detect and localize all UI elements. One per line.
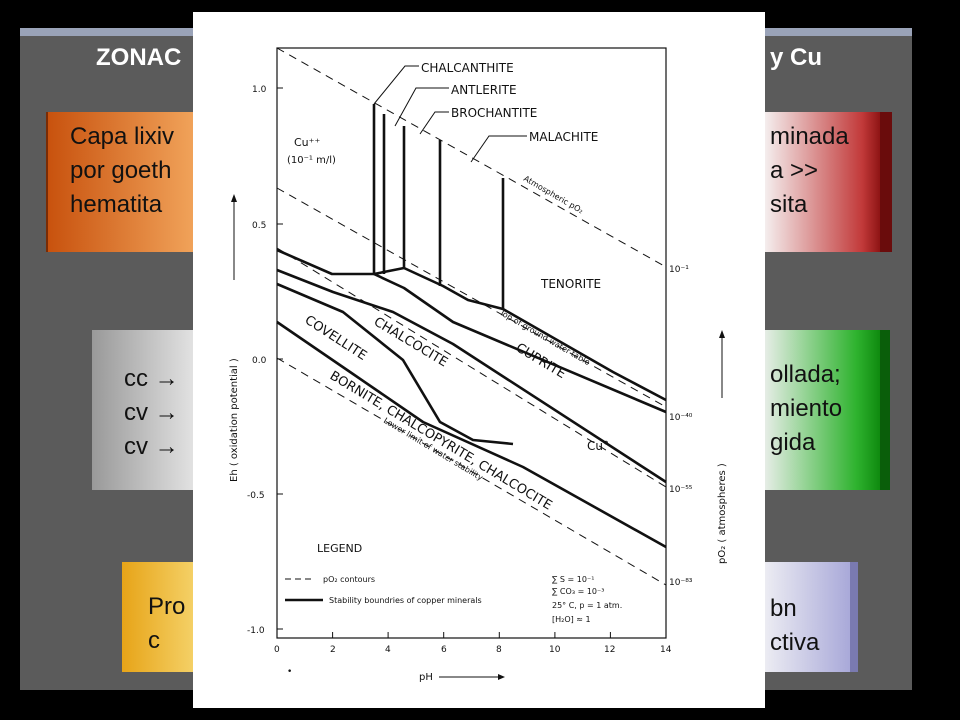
x-tick-label: 4 bbox=[385, 645, 391, 655]
x-tick-label: 8 bbox=[496, 645, 502, 655]
label-tenorite: TENORITE bbox=[540, 277, 601, 291]
legend-condition: 25° C, p = 1 atm. bbox=[552, 601, 622, 610]
legend-condition: [H₂O] ≈ 1 bbox=[552, 615, 591, 624]
box-line: cc → bbox=[124, 365, 179, 392]
x-tick-label: 0 bbox=[274, 645, 280, 655]
eh-ph-diagram: 1.0 0.5 0.0 -0.5 -1.0 0 2 4 6 8 10 12 14… bbox=[229, 47, 728, 683]
x-axis-label: pH bbox=[419, 672, 433, 683]
po2-label: 10⁻⁵⁵ bbox=[669, 485, 693, 495]
right-axis-arrowhead bbox=[719, 330, 725, 338]
purple-zone-box: bn ctiva bbox=[760, 562, 858, 672]
po2-label: 10⁻¹ bbox=[669, 265, 689, 275]
box-line: cv → bbox=[124, 399, 179, 426]
y-tick-label: 0.0 bbox=[252, 356, 267, 366]
covellite-bornite-boundary bbox=[276, 320, 667, 549]
plot-frame bbox=[276, 47, 667, 639]
ground-water-line bbox=[276, 187, 667, 408]
chalcocite-covellite-boundary bbox=[276, 282, 514, 446]
box-line: sita bbox=[770, 191, 808, 218]
y-tick-label: -1.0 bbox=[247, 626, 265, 636]
label-bornite-group: BORNITE, CHALCOPYRITE, CHALCOCITE bbox=[327, 369, 554, 514]
slide-title-left: ZONAC bbox=[96, 44, 182, 71]
box-line: bn bbox=[770, 595, 797, 622]
atmospheric-po2-line bbox=[276, 47, 667, 268]
box-line: ollada; bbox=[770, 361, 841, 388]
box-line: Capa lixiv bbox=[70, 123, 175, 150]
po2-contours bbox=[276, 47, 667, 586]
y-tick-label: 0.5 bbox=[252, 221, 266, 231]
legend-title: LEGEND bbox=[317, 542, 362, 555]
legend-solid-label: Stability boundries of copper minerals bbox=[329, 596, 482, 605]
label-covellite: COVELLITE bbox=[302, 313, 369, 364]
green-zone-box: ollada; miento gida bbox=[760, 330, 890, 490]
label-malachite: MALACHITE bbox=[529, 130, 598, 144]
po2-label: 10⁻⁸³ bbox=[669, 578, 693, 588]
box-line: por goeth bbox=[70, 157, 172, 184]
legend-condition: ∑ S = 10⁻¹ bbox=[552, 575, 594, 584]
label-atmospheric-po2: Atmospheric pO₂ bbox=[522, 174, 585, 216]
legend-dash-label: pO₂ contours bbox=[323, 575, 375, 584]
x-tick-label: 14 bbox=[660, 645, 672, 655]
box-line: miento bbox=[770, 395, 843, 422]
y-tick-label: -0.5 bbox=[247, 491, 265, 501]
box-line: a >> bbox=[770, 157, 819, 184]
x-tick-label: 6 bbox=[441, 645, 447, 655]
leached-cap-box: Capa lixiv por goeth hematita bbox=[46, 112, 198, 252]
label-cu-ion-concentration: (10⁻¹ m/l) bbox=[287, 155, 336, 166]
box-line: hematita bbox=[70, 191, 163, 218]
x-axis-arrowhead bbox=[498, 674, 505, 680]
label-cu-metal: Cu° bbox=[587, 439, 609, 453]
label-antlerite: ANTLERITE bbox=[451, 83, 517, 97]
box-line: Pro bbox=[148, 593, 186, 620]
box-line: ctiva bbox=[770, 629, 820, 656]
po2-label: 10⁻⁴⁰ bbox=[669, 413, 693, 423]
y-axis-label: Eh ( oxidation potential ) bbox=[229, 358, 240, 482]
label-leaders bbox=[373, 65, 527, 163]
label-chalcanthite: CHALCANTHITE bbox=[421, 61, 514, 75]
y-tick-marks bbox=[277, 87, 283, 630]
cuprite-chalcocite-upper bbox=[373, 272, 667, 414]
label-cu-ion: Cu⁺⁺ bbox=[294, 136, 320, 149]
eh-ph-diagram-figure: 1.0 0.5 0.0 -0.5 -1.0 0 2 4 6 8 10 12 14… bbox=[193, 12, 765, 708]
label-brochantite: BROCHANTITE bbox=[451, 106, 537, 120]
x-tick-label: 10 bbox=[549, 645, 561, 655]
y-axis-arrowhead bbox=[231, 194, 237, 202]
box-line: cv → bbox=[124, 433, 179, 460]
x-tick-label: 12 bbox=[604, 645, 615, 655]
enrichment-box: cc → cv → cv → bbox=[92, 330, 198, 490]
lower-water-limit-line bbox=[276, 357, 667, 586]
right-axis-label: pO₂ ( atmospheres ) bbox=[717, 463, 728, 564]
slide-title-right: y Cu bbox=[770, 44, 823, 71]
box-line: gida bbox=[770, 429, 816, 456]
x-tick-label: 2 bbox=[330, 645, 336, 655]
legend-condition: ∑ CO₃ = 10⁻³ bbox=[552, 587, 604, 596]
y-tick-label: 1.0 bbox=[252, 85, 267, 95]
tenorite-cuprite-boundary bbox=[276, 248, 667, 402]
primary-zone-box: Pro c bbox=[122, 562, 198, 672]
stability-boundaries bbox=[276, 104, 667, 549]
red-zone-box: minada a >> sita bbox=[760, 112, 892, 252]
box-line: c bbox=[148, 627, 160, 654]
box-line: minada bbox=[770, 123, 849, 150]
tick-mark-glyph: • bbox=[287, 667, 292, 677]
chalcocite-cuprite-boundary bbox=[276, 268, 667, 484]
x-tick-marks bbox=[276, 632, 667, 638]
po2-contour-40 bbox=[276, 247, 667, 488]
